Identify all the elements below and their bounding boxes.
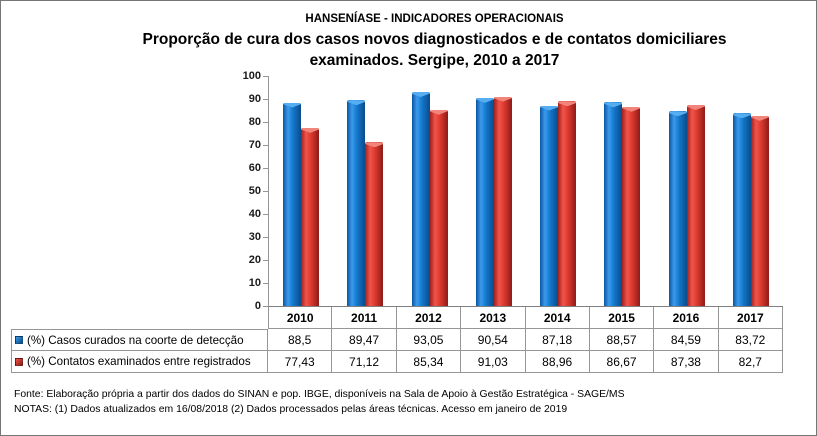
plot-area: [268, 76, 783, 307]
row-label-casos-curados: (%) Casos curados na coorte de detecção: [11, 329, 268, 351]
bar-contatos-examinados-2015: [622, 106, 641, 306]
data-table: (%) Casos curados na coorte de detecção 8…: [11, 329, 783, 373]
value-contatos-examinados-2017: 82,7: [718, 351, 783, 373]
footnotes: Fonte: Elaboração própria a partir dos d…: [14, 387, 625, 417]
bar-top-bevel: [493, 96, 512, 102]
value-casos-curados-2012: 93,05: [396, 329, 462, 351]
value-casos-curados-2011: 89,47: [332, 329, 397, 351]
value-casos-curados-2016: 84,59: [654, 329, 719, 351]
value-casos-curados-2014: 87,18: [525, 329, 590, 351]
y-axis-tick-60: [263, 168, 268, 169]
y-axis-label-0: 0: [254, 300, 261, 312]
year-header-2015: 2015: [589, 307, 655, 329]
bar-casos-curados-2017: [732, 113, 751, 306]
value-contatos-examinados-2015: 86,67: [589, 351, 655, 373]
chart-title-line1: HANSENÍASE - INDICADORES OPERACIONAIS: [305, 13, 564, 25]
y-axis-tick-70: [263, 145, 268, 146]
bar-casos-curados-2013: [475, 97, 494, 306]
y-axis-tick-10: [263, 283, 268, 284]
y-axis-label-40: 40: [248, 208, 261, 220]
y-axis-label-20: 20: [248, 254, 261, 266]
bar-contatos-examinados-2013: [493, 96, 512, 306]
bar-casos-curados-2016: [668, 111, 687, 306]
y-axis-label-50: 50: [248, 185, 261, 197]
value-casos-curados-2017: 83,72: [718, 329, 783, 351]
year-header-2013: 2013: [461, 307, 526, 329]
bar-contatos-examinados-2016: [686, 105, 705, 306]
row-label-text-contatos-examinados: (%) Contatos examinados entre registrado…: [27, 355, 251, 368]
value-contatos-examinados-2011: 71,12: [332, 351, 397, 373]
table-year-header-row: 2010 2011 2012 2013 2014 2015 2016 2017: [268, 307, 783, 329]
chart-title-main: Proporção de cura dos casos novos diagno…: [27, 29, 816, 71]
value-casos-curados-2013: 90,54: [461, 329, 526, 351]
year-header-2012: 2012: [396, 307, 462, 329]
y-axis-label-70: 70: [248, 139, 261, 151]
bar-top-bevel: [750, 115, 769, 121]
y-axis-tick-0: [263, 306, 268, 307]
legend-swatch-casos-curados: [15, 336, 23, 344]
bar-casos-curados-2012: [411, 92, 430, 306]
year-header-2014: 2014: [525, 307, 590, 329]
bar-contatos-examinados-2012: [429, 109, 448, 306]
y-axis-tick-100: [263, 76, 268, 77]
year-header-2011: 2011: [332, 307, 397, 329]
value-contatos-examinados-2013: 91,03: [461, 351, 526, 373]
bar-contatos-examinados-2017: [750, 115, 769, 306]
y-axis-tick-30: [263, 237, 268, 238]
bar-contatos-examinados-2014: [558, 101, 577, 306]
bar-top-bevel: [283, 102, 302, 108]
bar-top-bevel: [540, 105, 559, 111]
year-header-2017: 2017: [718, 307, 783, 329]
y-axis-tick-20: [263, 260, 268, 261]
y-axis-label-80: 80: [248, 116, 261, 128]
chart-title-line3: examinados. Sergipe, 2010 a 2017: [309, 52, 560, 69]
bar-casos-curados-2015: [604, 102, 623, 306]
chart-title: HANSENÍASE - INDICADORES OPERACIONAIS Pr…: [27, 13, 816, 71]
notes-line: NOTAS: (1) Dados atualizados em 16/08/20…: [14, 404, 568, 415]
bar-casos-curados-2010: [283, 102, 302, 306]
value-casos-curados-2010: 88,5: [268, 329, 333, 351]
value-contatos-examinados-2014: 88,96: [525, 351, 590, 373]
y-axis-tick-40: [263, 214, 268, 215]
row-label-text-casos-curados: (%) Casos curados na coorte de detecção: [27, 333, 244, 347]
row-label-contatos-examinados: (%) Contatos examinados entre registrado…: [11, 351, 268, 373]
bar-casos-curados-2011: [347, 100, 366, 306]
bar-top-bevel: [686, 105, 705, 110]
bar-contatos-examinados-2010: [301, 127, 320, 306]
value-casos-curados-2015: 88,57: [589, 329, 655, 351]
y-axis-tick-80: [263, 122, 268, 123]
value-contatos-examinados-2012: 85,34: [396, 351, 462, 373]
bar-top-bevel: [558, 101, 577, 107]
source-note: Fonte: Elaboração própria a partir dos d…: [14, 389, 625, 400]
bar-casos-curados-2014: [540, 105, 559, 306]
bar-contatos-examinados-2011: [365, 142, 384, 306]
y-axis-label-10: 10: [248, 277, 261, 289]
legend-swatch-contatos-examinados: [15, 357, 23, 366]
bar-top-bevel: [732, 113, 751, 119]
bar-top-bevel: [604, 102, 623, 108]
bar-top-bevel: [411, 92, 430, 97]
year-header-2016: 2016: [654, 307, 719, 329]
bar-top-bevel: [301, 127, 320, 133]
chart-title-line2: Proporção de cura dos casos novos diagno…: [142, 31, 727, 48]
value-contatos-examinados-2010: 77,43: [268, 351, 333, 373]
bar-top-bevel: [668, 111, 687, 117]
bar-top-bevel: [475, 97, 494, 103]
y-axis-label-90: 90: [248, 93, 261, 105]
value-contatos-examinados-2016: 87,38: [654, 351, 719, 373]
y-axis-label-100: 100: [242, 70, 261, 82]
bar-top-bevel: [622, 106, 641, 112]
year-header-2010: 2010: [268, 307, 333, 329]
bar-top-bevel: [429, 109, 448, 115]
bar-top-bevel: [347, 100, 366, 106]
y-axis-label-30: 30: [248, 231, 261, 243]
y-axis-tick-90: [263, 99, 268, 100]
y-axis-label-60: 60: [248, 162, 261, 174]
bar-top-bevel: [365, 142, 384, 148]
y-axis-tick-50: [263, 191, 268, 192]
